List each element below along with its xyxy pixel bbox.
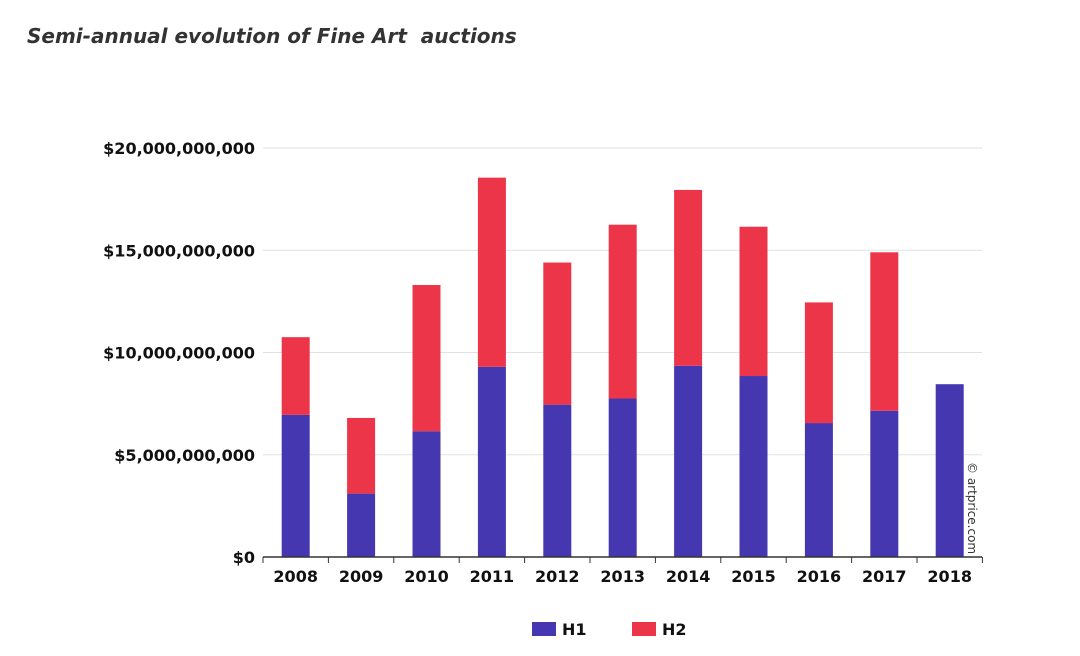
bar-h1-2012: [543, 404, 572, 557]
bar-h1-2016: [804, 423, 833, 557]
x-tick-label: 2016: [797, 567, 842, 586]
bar-h2-2014: [674, 189, 703, 366]
y-axis: $0 $5,000,000,000 $10,000,000,000 $15,000,0…: [103, 139, 255, 567]
y-tick-label: $15,000,000,000: [103, 241, 255, 260]
bar-h2-2012: [543, 262, 572, 405]
y-tick-label: $10,000,000,000: [103, 344, 255, 363]
bar-h2-2015: [739, 226, 768, 377]
bar-h1-2015: [739, 376, 768, 557]
chart-title: Semi-annual evolution of Fine Art auctio…: [27, 24, 517, 48]
bar-h2-2008: [281, 337, 310, 415]
legend-label-h1: H1: [562, 620, 587, 639]
bar-h1-2008: [281, 414, 310, 557]
x-tick-label: 2010: [404, 567, 449, 586]
x-axis: 2008 2009 2010 2011 2012 2013 2014 2015 2016 2017…: [262, 556, 983, 586]
x-tick-label: 2009: [339, 567, 384, 586]
bar-h1-2013: [608, 398, 637, 557]
legend-label-h2: H2: [662, 620, 687, 639]
bars: [281, 177, 964, 557]
bar-h1-2014: [674, 365, 703, 557]
bar-h1-2010: [412, 431, 441, 557]
y-tick-label: $0: [233, 548, 255, 567]
legend-swatch-h2: [632, 622, 656, 636]
bar-h1-2018: [935, 384, 964, 557]
bar-h2-2009: [347, 417, 376, 494]
credit-label: © artprice.com: [965, 462, 979, 554]
bar-h1-2017: [870, 410, 899, 557]
x-tick-label: 2018: [927, 567, 972, 586]
x-tick-label: 2015: [731, 567, 776, 586]
x-tick-label: 2008: [273, 567, 318, 586]
x-tick-label: 2012: [535, 567, 580, 586]
bar-h2-2011: [477, 177, 506, 367]
legend-swatch-h1: [532, 622, 556, 636]
legend: H1 H2: [532, 620, 687, 639]
bar-h2-2017: [870, 252, 899, 411]
y-tick-label: $5,000,000,000: [114, 446, 255, 465]
bar-h1-2009: [347, 493, 376, 557]
bar-h2-2016: [804, 302, 833, 424]
x-tick-label: 2017: [862, 567, 907, 586]
bar-h2-2010: [412, 285, 441, 432]
x-tick-label: 2013: [600, 567, 645, 586]
x-tick-label: 2014: [666, 567, 711, 586]
bar-h1-2011: [477, 366, 506, 557]
bar-h2-2013: [608, 224, 637, 399]
y-tick-label: $20,000,000,000: [103, 139, 255, 158]
x-tick-label: 2011: [470, 567, 515, 586]
